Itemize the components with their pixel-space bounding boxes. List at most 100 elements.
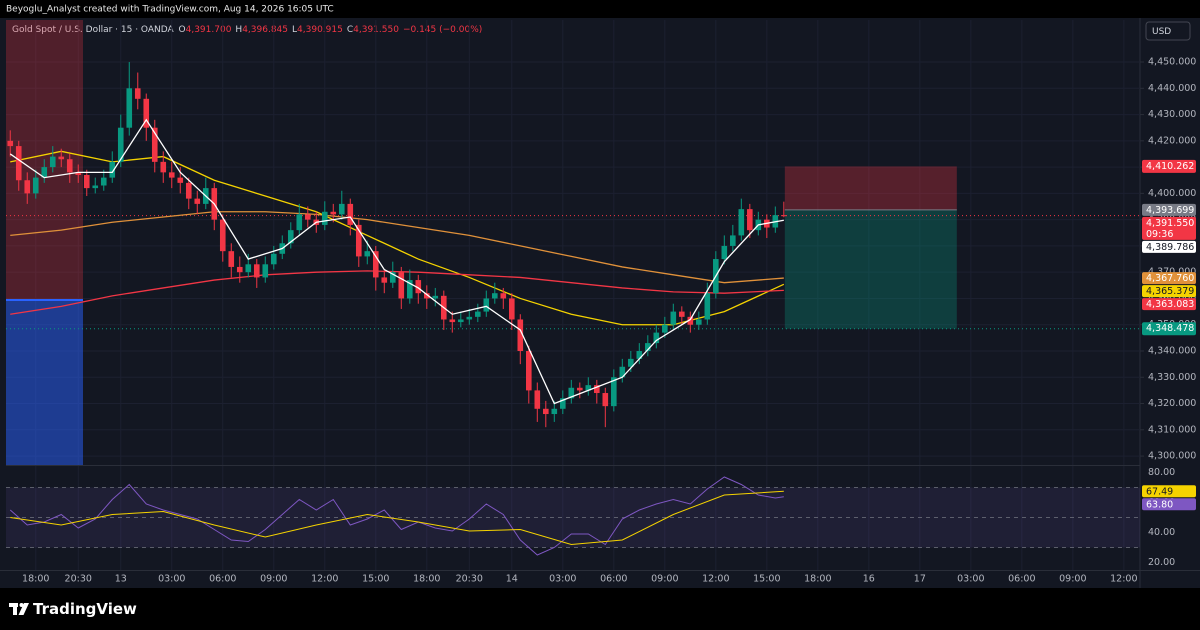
entry-label-bg <box>1142 203 1196 216</box>
candle-body <box>551 408 558 415</box>
candle-body <box>594 385 600 394</box>
x-tick-label: 06:00 <box>600 574 627 585</box>
candle-body <box>577 387 583 391</box>
x-tick-label: 09:00 <box>651 574 678 585</box>
rsi-ma-label: 67.49 <box>1146 486 1173 497</box>
candle-body <box>636 350 643 359</box>
logo-shape <box>13 603 17 615</box>
brand-name: TradingView <box>33 600 137 618</box>
axes: 4,300.000 4,310.000 4,320.000 4,330.000 4,34… <box>22 57 1196 585</box>
candle-body <box>372 251 379 278</box>
candle-body <box>645 343 651 351</box>
x-tick-label: 20:30 <box>65 574 92 585</box>
candle-body <box>15 146 22 181</box>
candle-body <box>168 172 175 178</box>
ohlc-label: C <box>347 25 353 35</box>
candle-body <box>628 358 634 367</box>
candle-body <box>66 159 73 173</box>
candle-body <box>75 172 82 175</box>
currency-button[interactable] <box>1145 21 1191 41</box>
ma-label: 4,365.379 <box>1146 286 1194 297</box>
stop-zone <box>784 166 957 210</box>
candle-body <box>747 209 753 231</box>
candle-body <box>406 280 413 299</box>
candle-body <box>304 214 311 220</box>
x-tick-label: 12:00 <box>1110 574 1137 585</box>
y-tick-label: 4,330.000 <box>1148 372 1196 383</box>
candle-body <box>49 156 56 168</box>
rsi-label-bg <box>1142 498 1196 511</box>
x-tick-label: 12:00 <box>311 574 338 585</box>
logo-shape <box>18 603 29 615</box>
attribution: Beyoglu_Analyst created with TradingView… <box>6 5 334 15</box>
candle-body <box>228 251 235 267</box>
x-tick-label: 17 <box>914 574 926 585</box>
candle-body <box>500 293 507 299</box>
candle-body <box>245 264 252 273</box>
x-tick-label: 03:00 <box>549 574 576 585</box>
y-tick-label: 4,430.000 <box>1148 109 1196 120</box>
chart-background <box>0 18 1200 588</box>
candle-body <box>347 203 354 225</box>
candle-body <box>449 319 456 323</box>
ohlc-label: O <box>179 25 186 35</box>
candle-body <box>415 280 422 294</box>
ma-label-bg <box>1142 285 1196 298</box>
candle-body <box>466 316 473 320</box>
candle-body <box>7 140 14 147</box>
candle-body <box>781 215 787 217</box>
candle-body <box>738 209 745 236</box>
candle-body <box>160 161 167 173</box>
x-tick-label: 09:00 <box>260 574 287 585</box>
candle-body <box>568 387 575 399</box>
x-tick-label: 15:00 <box>362 574 389 585</box>
candle-body <box>24 180 31 194</box>
ma-label: 4,367.760 <box>1146 273 1194 284</box>
y-tick-label: 4,440.000 <box>1148 83 1196 94</box>
candle-body <box>262 264 269 278</box>
candle-body <box>517 319 524 351</box>
x-tick-label: 03:00 <box>957 574 984 585</box>
x-tick-label: 15:00 <box>753 574 780 585</box>
candle-body <box>491 293 498 299</box>
price-label: 4,391.550 <box>1146 218 1194 229</box>
candle-body <box>364 251 371 257</box>
x-tick-label: 14 <box>506 574 518 585</box>
countdown: 09:36 <box>1146 229 1173 240</box>
candle-body <box>474 311 481 317</box>
y-tick-label: 4,340.000 <box>1148 345 1196 356</box>
x-tick-label: 09:00 <box>1059 574 1086 585</box>
rsi-tick-label: 80.00 <box>1148 467 1175 478</box>
candle-body <box>670 311 677 325</box>
ma-label: 4,389.786 <box>1146 242 1194 253</box>
currency-label: USD <box>1152 27 1171 37</box>
candle-body <box>696 319 702 325</box>
candle-body <box>457 319 464 323</box>
ohlc-value: 4,390.915 <box>297 25 343 35</box>
ohlc-value: 4,391.700 <box>186 25 232 35</box>
candle-body <box>83 174 90 189</box>
candle-body <box>483 298 490 312</box>
candle-body <box>338 203 345 215</box>
candle-body <box>253 264 260 278</box>
y-tick-label: 4,300.000 <box>1148 451 1196 462</box>
main-pane <box>6 20 1140 465</box>
price-label-bg <box>1142 216 1196 240</box>
rsi-tick-label: 40.00 <box>1148 527 1175 538</box>
candle-body <box>296 214 303 231</box>
ma-label-bg <box>1142 240 1196 253</box>
rsi-tick-label: 20.00 <box>1148 557 1175 568</box>
x-tick-label: 20:30 <box>456 574 483 585</box>
x-tick-label: 16 <box>863 574 875 585</box>
candle-body <box>542 408 549 415</box>
symbol: Gold Spot / U.S. Dollar · 15 · OANDA <box>12 25 175 35</box>
candle-body <box>143 98 150 128</box>
candle-body <box>92 185 99 189</box>
moving-average <box>10 211 784 284</box>
candle-body <box>389 272 396 283</box>
y-tick-label: 4,400.000 <box>1148 188 1196 199</box>
ma-label-bg <box>1142 298 1196 311</box>
target-label: 4,348.478 <box>1146 323 1194 334</box>
rsi-ma-line <box>10 490 784 546</box>
